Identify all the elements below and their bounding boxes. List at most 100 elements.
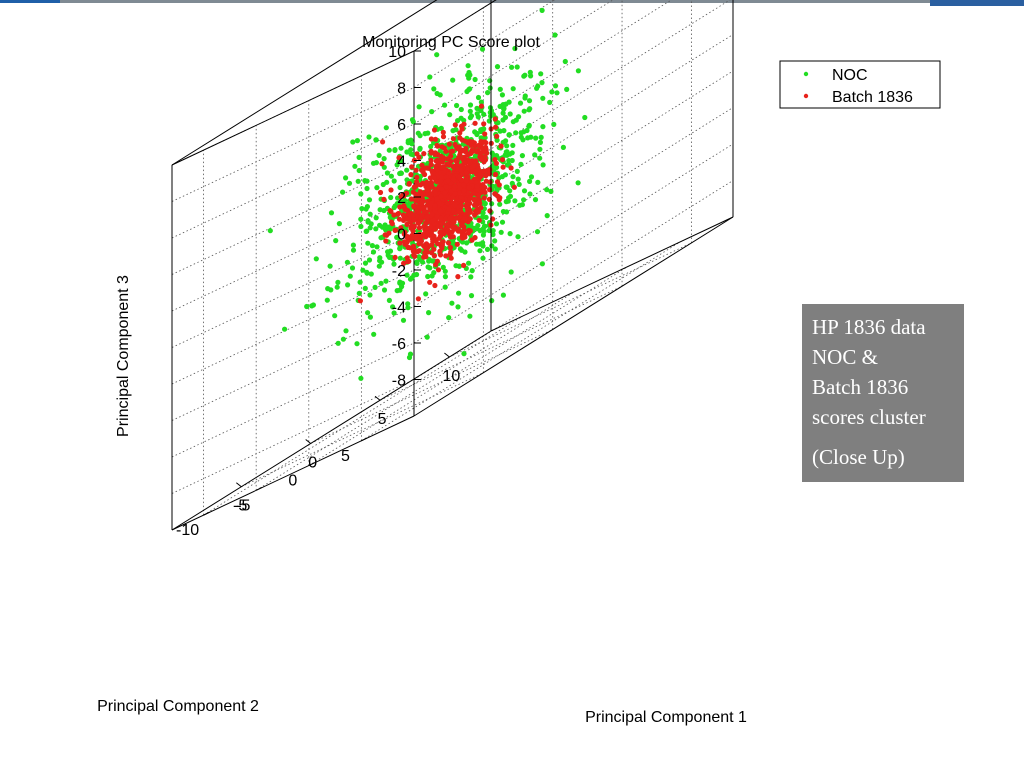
batch-point xyxy=(423,254,429,260)
batch-point xyxy=(482,189,488,195)
noc-point xyxy=(552,83,559,89)
noc-point xyxy=(481,199,487,205)
noc-point xyxy=(428,143,434,150)
batch-point xyxy=(439,144,445,150)
top-rule xyxy=(0,0,1024,3)
noc-point xyxy=(356,290,362,296)
noc-point xyxy=(544,187,550,193)
batch-point xyxy=(482,131,488,137)
batch-point xyxy=(440,165,446,171)
grid-line xyxy=(171,87,415,202)
grid-line xyxy=(310,329,553,444)
noc-point xyxy=(472,129,478,135)
noc-point xyxy=(489,201,495,207)
box-edge xyxy=(490,216,734,332)
batch-point xyxy=(411,252,417,258)
noc-point xyxy=(507,193,514,199)
batch-point xyxy=(427,229,434,235)
noc-point xyxy=(456,290,462,296)
noc-point xyxy=(344,259,350,265)
noc-point xyxy=(358,223,364,230)
noc-point xyxy=(332,313,338,319)
grid-line xyxy=(241,372,484,488)
noc-point xyxy=(442,284,448,290)
z-tick-label: 6 xyxy=(397,117,406,134)
noc-point xyxy=(500,102,506,108)
batch-point xyxy=(406,181,412,187)
batch-point xyxy=(447,244,453,251)
batch-point xyxy=(484,167,491,173)
noc-point xyxy=(369,243,375,249)
batch-point xyxy=(487,208,493,214)
noc-point xyxy=(494,137,500,143)
noc-point xyxy=(478,99,484,105)
batch-point xyxy=(412,203,418,209)
batch-point xyxy=(424,225,430,231)
noc-point xyxy=(427,74,433,80)
batch-point xyxy=(414,249,421,255)
batch-point xyxy=(457,185,463,191)
batch-point xyxy=(428,250,435,256)
noc-point xyxy=(368,271,374,277)
noc-point xyxy=(374,185,380,191)
noc-point xyxy=(539,7,545,13)
noc-point xyxy=(360,267,366,273)
noc-point xyxy=(510,142,516,148)
batch-point xyxy=(481,159,487,165)
batch-point xyxy=(460,147,466,153)
batch-point xyxy=(457,130,463,136)
top-rule-accent xyxy=(0,0,60,3)
noc-point xyxy=(282,326,288,332)
noc-point xyxy=(510,174,516,180)
batch-point xyxy=(438,193,444,199)
noc-point xyxy=(328,210,335,216)
batch-point xyxy=(471,196,477,202)
noc-point xyxy=(377,222,383,228)
batch-point xyxy=(438,215,444,221)
batch-point xyxy=(410,248,416,254)
grid-line xyxy=(413,107,734,307)
noc-point xyxy=(364,269,370,275)
batch-point xyxy=(461,262,467,268)
batch-point xyxy=(400,212,406,218)
batch-point xyxy=(386,230,392,236)
batch-point xyxy=(452,190,458,197)
noc-point xyxy=(383,125,389,131)
x-tick-mark xyxy=(236,482,242,488)
batch-point xyxy=(405,259,411,265)
noc-point xyxy=(522,72,528,78)
noc-point xyxy=(313,256,319,262)
noc-point xyxy=(468,293,475,299)
noc-point xyxy=(501,128,507,134)
batch-point xyxy=(475,192,481,198)
batch-point xyxy=(432,226,438,232)
batch-point xyxy=(438,208,444,214)
y-tick-label: -10 xyxy=(176,522,199,539)
noc-point xyxy=(520,137,526,143)
grid-line xyxy=(413,0,614,125)
grid-line xyxy=(171,123,415,239)
batch-point xyxy=(440,129,446,135)
noc-point xyxy=(487,78,493,84)
noc-point xyxy=(392,147,398,153)
batch-point xyxy=(408,196,414,202)
note-line: HP 1836 data xyxy=(812,315,926,339)
batch-point xyxy=(494,179,501,185)
batch-point xyxy=(406,211,412,217)
batch-point xyxy=(452,122,458,128)
noc-point xyxy=(513,117,519,123)
batch-point xyxy=(458,167,464,173)
noc-point xyxy=(539,261,546,267)
batch-point xyxy=(396,216,403,222)
noc-point xyxy=(537,155,543,161)
noc-point xyxy=(345,282,351,288)
batch-point xyxy=(429,218,435,224)
y-tick-mark xyxy=(203,511,210,516)
noc-point xyxy=(449,300,455,306)
noc-point xyxy=(397,184,403,191)
noc-point xyxy=(517,100,524,106)
noc-point xyxy=(406,354,413,361)
noc-point xyxy=(540,95,546,101)
note-line: scores cluster xyxy=(812,405,926,429)
batch-point xyxy=(475,147,481,153)
